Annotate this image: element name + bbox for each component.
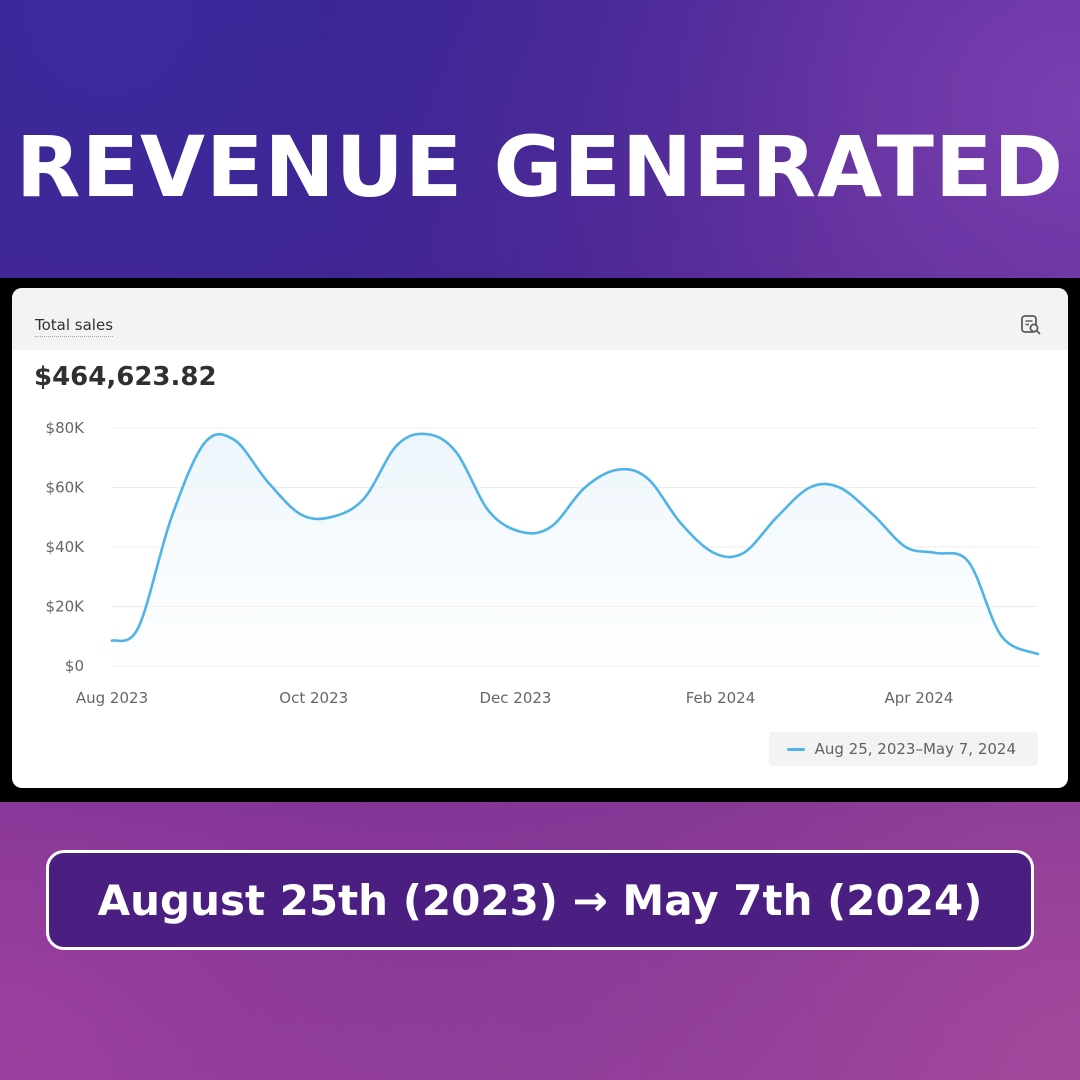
y-tick-label: $20K <box>46 598 86 616</box>
page-headline: REVENUE GENERATED <box>15 118 1065 216</box>
x-tick-label: Oct 2023 <box>279 689 348 707</box>
x-tick-label: Feb 2024 <box>686 689 756 707</box>
legend-label: Aug 25, 2023–May 7, 2024 <box>814 740 1016 758</box>
report-search-icon[interactable] <box>1020 314 1042 336</box>
x-tick-label: Apr 2024 <box>884 689 953 707</box>
y-tick-label: $40K <box>46 538 86 556</box>
date-range-banner: August 25th (2023) → May 7th (2024) <box>46 850 1034 950</box>
y-tick-label: $0 <box>65 657 84 675</box>
y-tick-label: $60K <box>46 479 86 497</box>
series-area <box>112 433 1038 666</box>
card-title[interactable]: Total sales <box>35 316 114 337</box>
legend-swatch <box>786 747 805 751</box>
chart-legend[interactable]: Aug 25, 2023–May 7, 2024 <box>768 732 1038 766</box>
x-tick-label: Aug 2023 <box>76 689 148 707</box>
card-header: Total sales <box>12 288 1068 350</box>
total-sales-value: $464,623.82 <box>34 362 217 392</box>
series-line <box>110 432 1040 656</box>
date-range-text: August 25th (2023) → May 7th (2024) <box>97 875 983 925</box>
total-sales-card: Total sales $464,623.82 $80K $60K $40K $20K… <box>12 288 1068 788</box>
x-tick-label: Dec 2023 <box>479 689 551 707</box>
y-tick-label: $80K <box>46 419 86 437</box>
sales-chart: $80K $60K $40K $20K $0 Aug 2023 Oct 2023 Dec 20… <box>46 419 1040 707</box>
